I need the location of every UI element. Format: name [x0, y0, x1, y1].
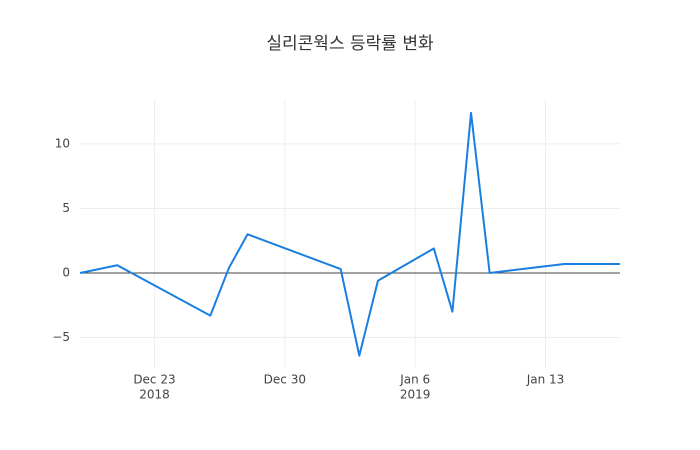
y-tick-label: 10: [55, 136, 70, 150]
data-line: [79, 111, 620, 357]
x-tick-label: 2018: [139, 388, 170, 402]
y-tick-label: 5: [62, 201, 70, 215]
y-tick-label: −5: [52, 330, 70, 344]
x-tick-label: Jan 6: [399, 373, 430, 387]
y-tick-label: 0: [62, 265, 70, 279]
x-tick-label: Jan 13: [526, 373, 565, 387]
x-tick-label: Dec 23: [133, 373, 175, 387]
x-tick-label: Dec 30: [264, 373, 306, 387]
chart-title: 실리콘웍스 등락률 변화: [266, 34, 434, 54]
x-tick-label: 2019: [400, 388, 431, 402]
